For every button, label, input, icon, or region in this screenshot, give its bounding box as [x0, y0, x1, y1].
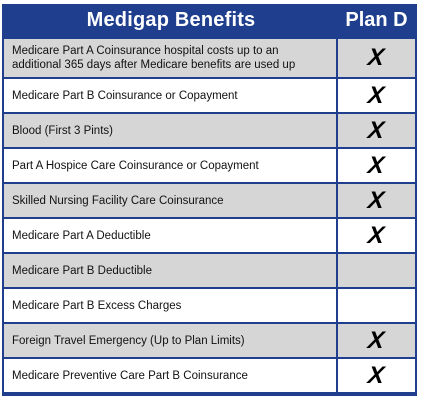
benefit-cell: Medicare Part A Deductible [4, 219, 336, 252]
plan-cell: X [338, 114, 415, 147]
check-x-mark: X [367, 326, 386, 354]
benefit-cell: Medicare Preventive Care Part B Coinsura… [4, 359, 336, 392]
table-row: Part A Hospice Care Coinsurance or Copay… [4, 149, 415, 182]
table-row: Medicare Part B Coinsurance or Copayment… [4, 79, 415, 112]
plan-cell [338, 289, 415, 322]
check-x-mark: X [367, 186, 386, 214]
table-row: Foreign Travel Emergency (Up to Plan Lim… [4, 324, 415, 357]
check-x-mark: X [367, 81, 386, 109]
table-row: Medicare Part B Deductible [4, 254, 415, 287]
benefit-cell: Blood (First 3 Pints) [4, 114, 336, 147]
check-x-mark: X [367, 44, 386, 71]
benefit-cell: Part A Hospice Care Coinsurance or Copay… [4, 149, 336, 182]
plan-d-column-header: Plan D [345, 9, 408, 31]
benefit-cell: Medicare Part B Excess Charges [4, 289, 336, 322]
check-x-mark: X [367, 116, 386, 144]
plan-cell: X [338, 149, 415, 182]
plan-cell: X [338, 359, 415, 392]
benefit-cell: Medicare Part B Deductible [4, 254, 336, 287]
plan-cell: X [338, 79, 415, 112]
table-row: Skilled Nursing Facility Care Coinsuranc… [4, 184, 415, 217]
benefit-cell: Foreign Travel Emergency (Up to Plan Lim… [4, 324, 336, 357]
table-row: Medicare Part A Coinsurance hospital cos… [4, 39, 415, 77]
check-x-mark: X [367, 221, 386, 249]
plan-cell: X [338, 184, 415, 217]
table-row: Medicare Part B Excess Charges [4, 289, 415, 322]
plan-cell: X [338, 324, 415, 357]
table-row: Medicare Preventive Care Part B Coinsura… [4, 359, 415, 392]
plan-cell: X [338, 219, 415, 252]
benefit-cell: Medicare Part A Coinsurance hospital cos… [4, 39, 336, 77]
benefits-column-header: Medigap Benefits [86, 9, 256, 31]
table-body: Medicare Part A Coinsurance hospital cos… [4, 37, 415, 392]
table-row: Medicare Part A Deductible X [4, 219, 415, 252]
plan-cell: X [338, 39, 415, 77]
check-x-mark: X [367, 151, 386, 179]
benefit-cell: Medicare Part B Coinsurance or Copayment [4, 79, 336, 112]
check-x-mark: X [367, 361, 386, 389]
benefits-table: Medigap Benefits Plan D Medicare Part A … [2, 4, 417, 396]
table-row: Blood (First 3 Pints) X [4, 114, 415, 147]
plan-cell [338, 254, 415, 287]
table-header: Medigap Benefits Plan D [4, 4, 415, 37]
benefit-cell: Skilled Nursing Facility Care Coinsuranc… [4, 184, 336, 217]
